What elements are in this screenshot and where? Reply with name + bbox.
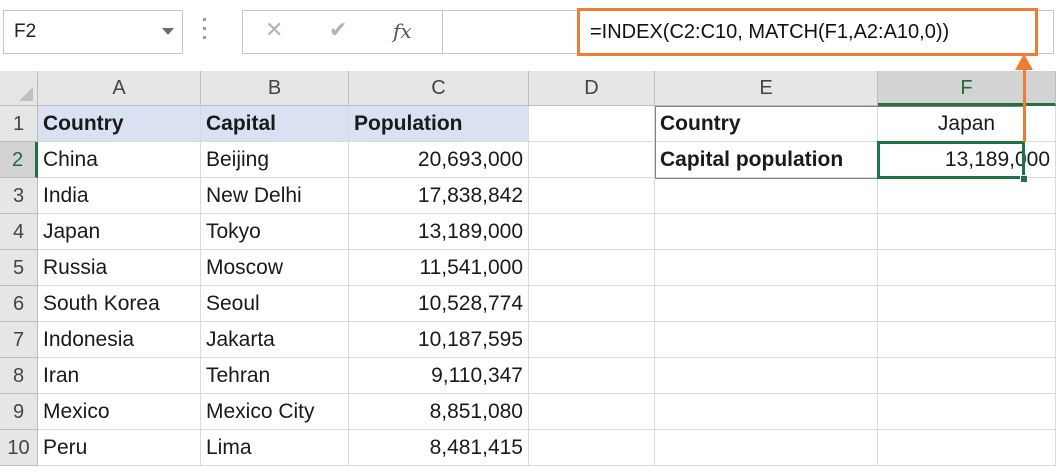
cell-a6[interactable]: South Korea (38, 286, 201, 322)
column-header-d[interactable]: D (529, 71, 655, 106)
cell-e9[interactable] (655, 394, 878, 430)
name-box-value: F2 (14, 21, 37, 42)
row-header-4[interactable]: 4 (0, 214, 38, 250)
cell-b5[interactable]: Moscow (201, 250, 349, 286)
cell-a1[interactable]: Country (38, 106, 201, 142)
cell-b6[interactable]: Seoul (201, 286, 349, 322)
column-header-c[interactable]: C (349, 71, 529, 106)
formula-highlight[interactable]: =INDEX(C2:C10, MATCH(F1,A2:A10,0)) (577, 8, 1038, 56)
cell-a9[interactable]: Mexico (38, 394, 201, 430)
formula-bar: F2 ✕ ✔ fx =INDEX(C2:C10, MATCH(F1,A2:A10… (0, 0, 1056, 66)
cell-f7[interactable] (878, 322, 1056, 358)
cell-e8[interactable] (655, 358, 878, 394)
cell-e5[interactable] (655, 250, 878, 286)
callout-arrow-line (1023, 66, 1026, 142)
name-box[interactable]: F2 (3, 10, 183, 54)
cell-c6[interactable]: 10,528,774 (349, 286, 529, 322)
cell-e3[interactable] (655, 178, 878, 214)
cell-d9[interactable] (529, 394, 655, 430)
cell-b4[interactable]: Tokyo (201, 214, 349, 250)
arrow-up-icon (1015, 54, 1033, 70)
cell-e1[interactable]: Country (655, 106, 878, 142)
cell-d8[interactable] (529, 358, 655, 394)
cell-c5[interactable]: 11,541,000 (349, 250, 529, 286)
row-header-2[interactable]: 2 (0, 142, 38, 178)
cell-b7[interactable]: Jakarta (201, 322, 349, 358)
column-header-e[interactable]: E (655, 71, 878, 106)
cell-b1[interactable]: Capital (201, 106, 349, 142)
cell-e4[interactable] (655, 214, 878, 250)
cell-c8[interactable]: 9,110,347 (349, 358, 529, 394)
cell-d5[interactable] (529, 250, 655, 286)
cell-c1[interactable]: Population (349, 106, 529, 142)
row-header-3[interactable]: 3 (0, 178, 38, 214)
row-header-6[interactable]: 6 (0, 286, 38, 322)
cell-b3[interactable]: New Delhi (201, 178, 349, 214)
cell-f9[interactable] (878, 394, 1056, 430)
column-header-a[interactable]: A (38, 71, 201, 106)
cell-f6[interactable] (878, 286, 1056, 322)
insert-function-icon[interactable]: fx (393, 19, 412, 43)
cell-c10[interactable]: 8,481,415 (349, 430, 529, 466)
select-all-icon (19, 87, 33, 101)
fill-handle[interactable] (1020, 175, 1028, 183)
cell-c4[interactable]: 13,189,000 (349, 214, 529, 250)
cell-b8[interactable]: Tehran (201, 358, 349, 394)
cell-f8[interactable] (878, 358, 1056, 394)
select-all-corner[interactable] (0, 71, 38, 106)
formula-text: =INDEX(C2:C10, MATCH(F1,A2:A10,0)) (590, 21, 950, 43)
cell-a7[interactable]: Indonesia (38, 322, 201, 358)
cell-f4[interactable] (878, 214, 1056, 250)
active-cell-selection[interactable] (877, 141, 1025, 179)
column-header-b[interactable]: B (201, 71, 349, 106)
cell-e6[interactable] (655, 286, 878, 322)
cell-a10[interactable]: Peru (38, 430, 201, 466)
cell-d2[interactable] (529, 142, 655, 178)
cell-b2[interactable]: Beijing (201, 142, 349, 178)
cell-a2[interactable]: China (38, 142, 201, 178)
cell-f5[interactable] (878, 250, 1056, 286)
cell-d3[interactable] (529, 178, 655, 214)
row-header-7[interactable]: 7 (0, 322, 38, 358)
row-header-9[interactable]: 9 (0, 394, 38, 430)
enter-icon[interactable]: ✔ (329, 17, 348, 42)
cell-d6[interactable] (529, 286, 655, 322)
chevron-down-icon[interactable] (162, 28, 174, 35)
row-header-10[interactable]: 10 (0, 430, 38, 466)
cell-f10[interactable] (878, 430, 1056, 466)
cell-d4[interactable] (529, 214, 655, 250)
worksheet-grid: A B C D E F 1 Country Capital Population Country Ja… (0, 71, 1056, 473)
cell-b10[interactable]: Lima (201, 430, 349, 466)
cell-e7[interactable] (655, 322, 878, 358)
grip-dots-icon (203, 18, 207, 46)
formula-buttons: ✕ ✔ fx (242, 10, 442, 54)
cell-d10[interactable] (529, 430, 655, 466)
cell-a4[interactable]: Japan (38, 214, 201, 250)
cell-c9[interactable]: 8,851,080 (349, 394, 529, 430)
cancel-icon[interactable]: ✕ (265, 17, 284, 42)
cell-d7[interactable] (529, 322, 655, 358)
cell-d1[interactable] (529, 106, 655, 142)
cell-c7[interactable]: 10,187,595 (349, 322, 529, 358)
row-header-5[interactable]: 5 (0, 250, 38, 286)
cell-c3[interactable]: 17,838,842 (349, 178, 529, 214)
cell-b9[interactable]: Mexico City (201, 394, 349, 430)
cell-f3[interactable] (878, 178, 1056, 214)
column-header-f[interactable]: F (878, 71, 1056, 106)
row-header-8[interactable]: 8 (0, 358, 38, 394)
cell-a8[interactable]: Iran (38, 358, 201, 394)
cell-a3[interactable]: India (38, 178, 201, 214)
cell-a5[interactable]: Russia (38, 250, 201, 286)
cell-c2[interactable]: 20,693,000 (349, 142, 529, 178)
cell-e10[interactable] (655, 430, 878, 466)
row-header-1[interactable]: 1 (0, 106, 38, 142)
